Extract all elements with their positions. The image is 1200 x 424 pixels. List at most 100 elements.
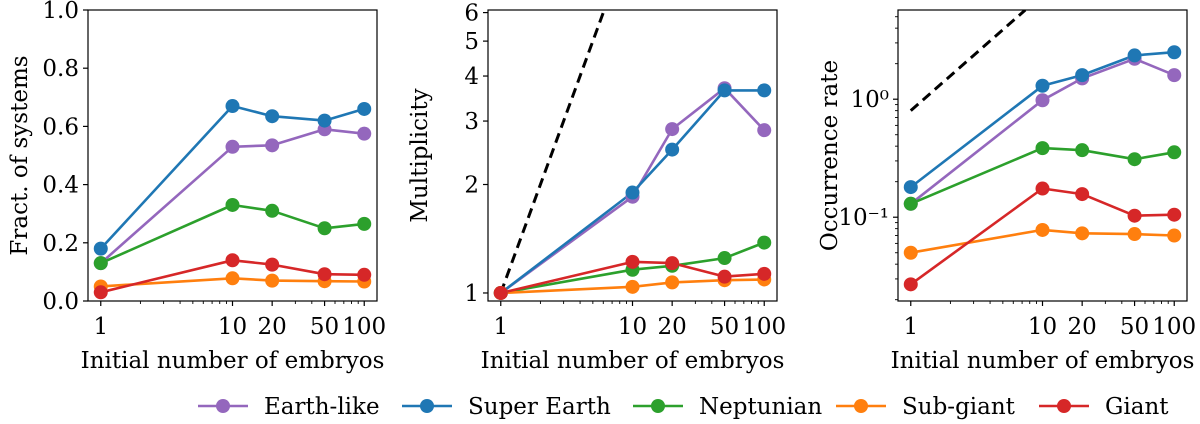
x-tick-label: 50 — [710, 314, 739, 340]
panel-fraction-of-systems: 1 10 20 50 100 0.0 0.2 0.4 0.6 0.8 1.0 Initial numb… — [7, 0, 386, 374]
panel-occurrence-rate: 1 10 20 50 100 10⁻¹ 10⁰ Initial number of embry… — [817, 9, 1196, 374]
data-point-earth-like — [757, 123, 772, 138]
data-point-giant — [357, 267, 372, 282]
y-axis-label: Occurrence rate — [817, 60, 843, 251]
data-point-super-earth — [757, 83, 772, 98]
data-point-neptunian — [757, 235, 772, 250]
legend-marker — [420, 399, 434, 413]
data-point-earth-like — [225, 139, 240, 154]
legend-label: Super Earth — [468, 394, 611, 420]
legend: Earth-like Super Earth Neptunian Sub-giant G… — [198, 394, 1169, 420]
y-tick-label: 1.0 — [42, 0, 79, 24]
data-point-giant — [265, 257, 280, 272]
data-point-giant — [717, 269, 732, 284]
x-tick-label: 10 — [618, 314, 647, 340]
data-point-neptunian — [265, 203, 280, 218]
data-point-neptunian — [1167, 145, 1182, 160]
x-axis-label: Initial number of embryos — [891, 348, 1195, 374]
data-point-neptunian — [903, 196, 918, 211]
data-point-earth-like — [665, 122, 680, 137]
data-point-giant — [1167, 207, 1182, 222]
data-point-giant — [665, 256, 680, 271]
y-tick-label: 10⁻¹ — [838, 205, 889, 231]
data-point-super-earth — [93, 241, 108, 256]
data-point-sub-giant — [1075, 226, 1090, 241]
data-point-neptunian — [357, 216, 372, 231]
x-tick-label: 20 — [658, 314, 687, 340]
x-axis-label: Initial number of embryos — [481, 348, 785, 374]
y-tick-label: 1 — [464, 281, 479, 307]
x-tick-label: 20 — [258, 314, 287, 340]
data-point-giant — [625, 254, 640, 269]
y-tick-label: 2 — [464, 173, 479, 199]
x-tick-label: 50 — [310, 314, 339, 340]
legend-marker — [854, 399, 868, 413]
y-axis-label: Fract. of systems — [7, 55, 33, 255]
y-tick-label: 0.6 — [42, 114, 79, 140]
data-point-giant — [903, 277, 918, 292]
x-tick-label: 1 — [493, 314, 508, 340]
data-point-giant — [1035, 181, 1050, 196]
y-tick-label: 0.8 — [42, 56, 79, 82]
data-point-super-earth — [357, 101, 372, 116]
data-point-sub-giant — [1035, 222, 1050, 237]
legend-label: Giant — [1105, 394, 1169, 420]
data-point-neptunian — [93, 256, 108, 271]
y-tick-label: 10⁰ — [851, 87, 890, 113]
data-point-earth-like — [357, 126, 372, 141]
x-tick-label: 50 — [1120, 314, 1149, 340]
x-tick-label: 1 — [903, 314, 918, 340]
data-point-neptunian — [225, 197, 240, 212]
x-tick-label: 10 — [218, 314, 247, 340]
data-point-giant — [93, 285, 108, 300]
data-point-super-earth — [1167, 45, 1182, 60]
data-point-super-earth — [717, 83, 732, 98]
legend-marker — [651, 399, 665, 413]
x-tick-label: 10 — [1028, 314, 1057, 340]
data-point-super-earth — [1127, 48, 1142, 63]
y-axis-label: Multiplicity — [407, 88, 433, 222]
data-point-sub-giant — [225, 271, 240, 286]
data-point-sub-giant — [665, 275, 680, 290]
legend-marker — [1057, 399, 1071, 413]
data-point-super-earth — [265, 109, 280, 124]
y-tick-label: 0.4 — [42, 173, 79, 199]
data-point-neptunian — [317, 221, 332, 236]
data-point-giant — [1075, 187, 1090, 202]
y-tick-label: 0.0 — [42, 289, 79, 315]
data-point-giant — [493, 285, 508, 300]
data-point-super-earth — [625, 185, 640, 200]
data-point-neptunian — [1075, 143, 1090, 158]
series-line-super-earth — [910, 50, 1175, 189]
legend-label: Neptunian — [699, 394, 822, 420]
data-point-giant — [317, 267, 332, 282]
data-point-earth-like — [1035, 93, 1050, 108]
x-tick-label: 1 — [93, 314, 108, 340]
data-point-super-earth — [1075, 68, 1090, 83]
x-tick-label: 20 — [1068, 314, 1097, 340]
data-point-giant — [225, 253, 240, 268]
x-axis-label: Initial number of embryos — [81, 348, 385, 374]
x-tick-label: 100 — [342, 314, 386, 340]
data-point-super-earth — [903, 180, 918, 195]
data-point-super-earth — [665, 142, 680, 157]
data-point-sub-giant — [1167, 228, 1182, 243]
data-point-sub-giant — [903, 245, 918, 260]
y-tick-label: 6 — [464, 1, 479, 27]
reference-line — [909, 10, 1027, 112]
y-tick-label: 3 — [464, 109, 479, 135]
legend-label: Earth-like — [264, 394, 380, 420]
x-tick-label: 100 — [1152, 314, 1196, 340]
data-point-neptunian — [1127, 152, 1142, 167]
data-point-sub-giant — [1127, 227, 1142, 242]
legend-marker — [216, 399, 230, 413]
data-point-super-earth — [225, 99, 240, 114]
x-tick-label: 100 — [742, 314, 786, 340]
data-point-sub-giant — [625, 279, 640, 294]
data-point-earth-like — [265, 138, 280, 153]
data-point-earth-like — [1167, 68, 1182, 83]
data-point-super-earth — [317, 113, 332, 128]
y-tick-label: 5 — [464, 29, 479, 55]
data-point-giant — [757, 266, 772, 281]
